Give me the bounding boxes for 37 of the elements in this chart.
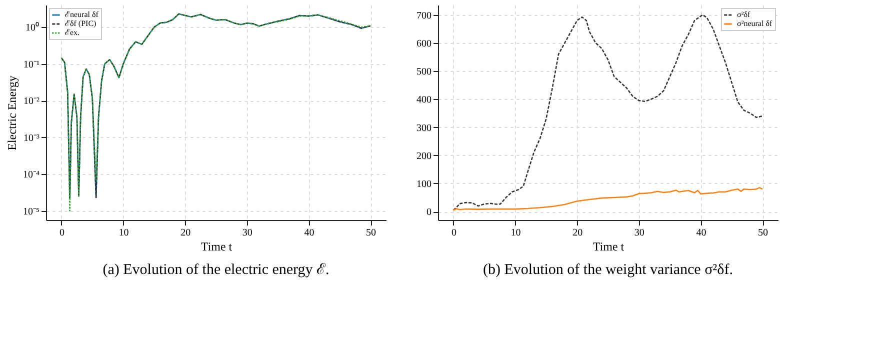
- x-tick-label: 0: [451, 228, 456, 238]
- y-tick-label: 10⁻²: [24, 96, 40, 108]
- y-tick-label: 500: [416, 66, 432, 78]
- y-tick-label: 600: [416, 38, 432, 50]
- x-tick-label: 10: [118, 228, 129, 238]
- y-tick-label: 10⁻⁵: [23, 206, 40, 218]
- text: (a) Evolution of the electric energy ℰ.: [102, 262, 330, 278]
- y-tick-label: 400: [416, 94, 432, 106]
- y-tick-label: 10⁻⁴: [23, 170, 40, 181]
- x-tick-label: 20: [572, 228, 583, 238]
- x-tick-label: 50: [758, 228, 768, 238]
- y-tick-label: 300: [416, 122, 432, 134]
- y-tick-label: 100: [416, 178, 432, 190]
- x-axis-title: Time t: [592, 240, 625, 254]
- y-tick-label: 10⁻¹: [24, 59, 40, 70]
- y-tick-label: 200: [416, 150, 432, 162]
- legend-label: ℰneural δf: [65, 10, 99, 19]
- y-tick-label: 0: [426, 207, 432, 218]
- y-tick-label: 700: [416, 10, 432, 22]
- line-series: [452, 187, 764, 211]
- text: (b) Evolution of the weight variance σ²δf.: [483, 262, 733, 278]
- x-tick-label: 40: [696, 228, 706, 238]
- legend-label: σ²neural δf: [737, 19, 772, 28]
- x-tick-label: 30: [242, 228, 252, 238]
- x-tick-label: 40: [304, 228, 314, 238]
- legend-label: σ²δf: [737, 10, 750, 19]
- y-tick-label: 10⁰: [26, 22, 40, 34]
- y-axis-title: Electric Energy: [5, 76, 20, 150]
- x-tick-label: 30: [634, 228, 644, 238]
- x-tick-label: 20: [180, 228, 191, 238]
- x-tick-label: 10: [510, 228, 521, 238]
- legend-label: ℰex.: [65, 28, 80, 37]
- x-axis-title: Time t: [200, 240, 233, 254]
- y-tick-label: 10⁻³: [24, 132, 40, 144]
- x-tick-label: 0: [59, 228, 64, 238]
- x-tick-label: 50: [366, 228, 376, 238]
- legend-label: ℰδf (PIC): [65, 19, 97, 28]
